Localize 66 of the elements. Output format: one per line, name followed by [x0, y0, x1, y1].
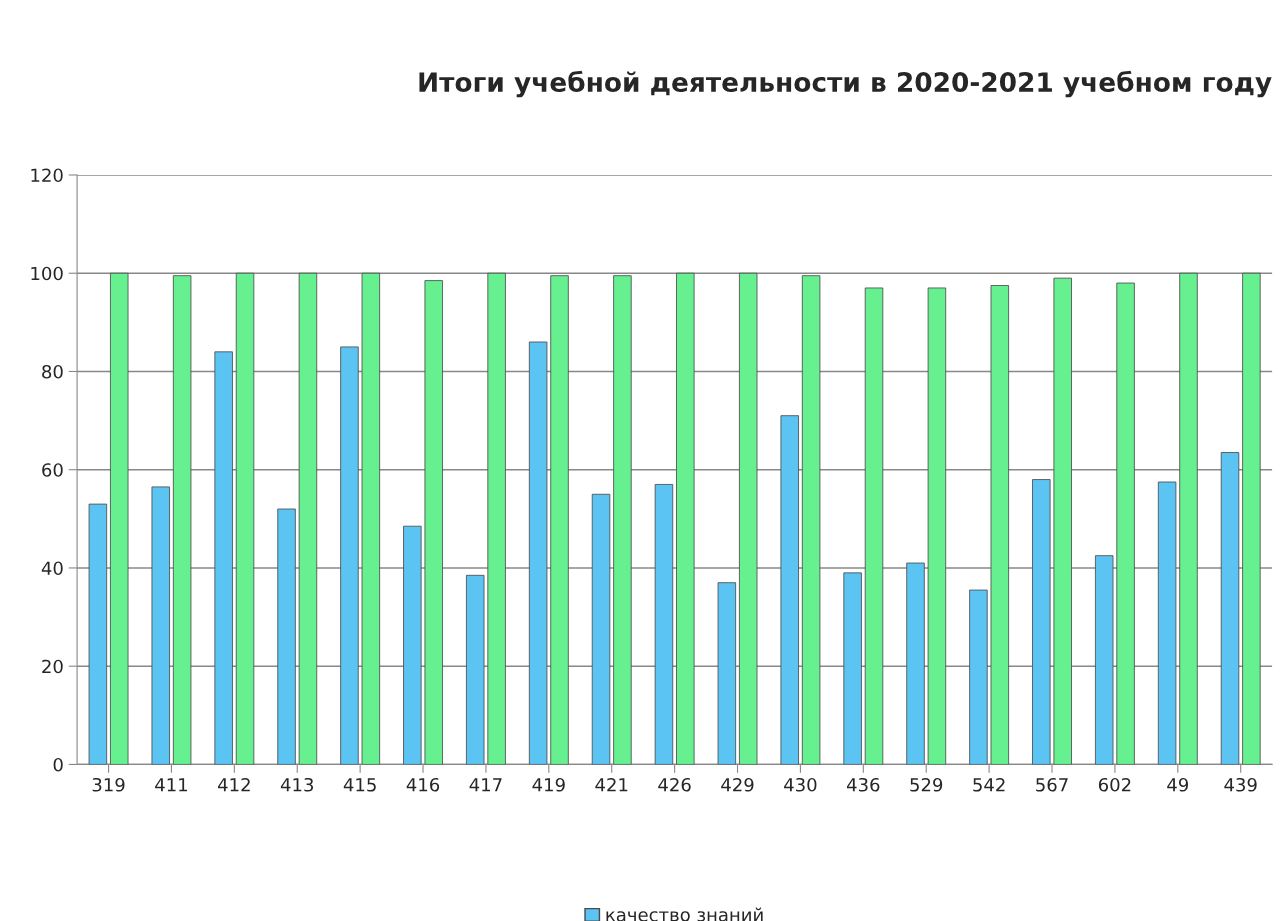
bar	[906, 562, 925, 765]
bar	[927, 287, 947, 765]
bar	[990, 285, 1010, 765]
bar	[361, 272, 381, 765]
bar	[550, 275, 569, 765]
bar	[801, 275, 821, 765]
x-tick-label: 421	[595, 777, 628, 792]
x-tick-label: 429	[721, 777, 754, 792]
bar	[717, 582, 737, 765]
y-tick-label: 60	[42, 463, 63, 477]
x-tick-label: 412	[217, 777, 250, 792]
bar	[1032, 479, 1051, 765]
bar	[1053, 277, 1072, 765]
x-tick-label: 439	[1224, 777, 1257, 792]
x-tick-label: 542	[973, 777, 1005, 792]
bar	[613, 275, 632, 765]
bar	[235, 272, 255, 765]
bar	[340, 346, 359, 765]
bar	[1179, 272, 1198, 765]
bar	[676, 272, 695, 765]
x-tick-label: 416	[406, 777, 440, 792]
bar	[403, 525, 422, 765]
bar	[654, 484, 674, 765]
bar	[1220, 452, 1240, 765]
x-tick-label: 419	[532, 777, 565, 792]
y-tick-label: 100	[31, 266, 63, 281]
y-tick-label: 20	[42, 659, 63, 674]
y-tick-label: 40	[41, 561, 63, 576]
legend-label: качество знаний	[606, 907, 763, 921]
bar	[277, 508, 296, 765]
x-tick-label: 319	[92, 777, 125, 792]
x-tick-label: 426	[658, 777, 691, 792]
bar	[528, 341, 548, 765]
bar	[172, 275, 192, 765]
bar	[1116, 282, 1135, 765]
x-tick-label: 602	[1098, 777, 1131, 792]
x-tick-label: 436	[846, 777, 880, 792]
bar	[487, 272, 506, 765]
y-tick-label: 80	[42, 364, 63, 379]
bar	[969, 589, 988, 765]
bar	[214, 351, 233, 765]
x-tick-label: 430	[784, 777, 817, 792]
bar	[1094, 555, 1114, 765]
bar	[780, 415, 799, 765]
x-tick-label: 49	[1167, 777, 1189, 792]
x-tick-label: 417	[469, 778, 502, 792]
bar	[738, 272, 758, 765]
bar	[151, 486, 170, 765]
x-tick-label: 415	[343, 778, 376, 792]
bar	[1157, 481, 1177, 765]
bar	[88, 503, 108, 765]
x-tick-label: 411	[155, 778, 188, 792]
y-tick-label: 0	[53, 757, 63, 772]
bar	[843, 572, 862, 765]
x-tick-label: 413	[280, 777, 314, 792]
x-tick-label: 529	[910, 777, 943, 792]
x-tick-label: 567	[1036, 777, 1068, 792]
y-tick-label: 120	[31, 168, 63, 183]
bar	[110, 272, 129, 765]
bar	[424, 280, 443, 765]
bar	[466, 574, 485, 765]
bar	[1242, 272, 1261, 765]
bar	[591, 493, 611, 765]
bar	[864, 287, 884, 765]
bar	[298, 272, 318, 765]
chart-title: Итоги учебной деятельности в 2020-2021 учебном году	[419, 70, 1272, 98]
